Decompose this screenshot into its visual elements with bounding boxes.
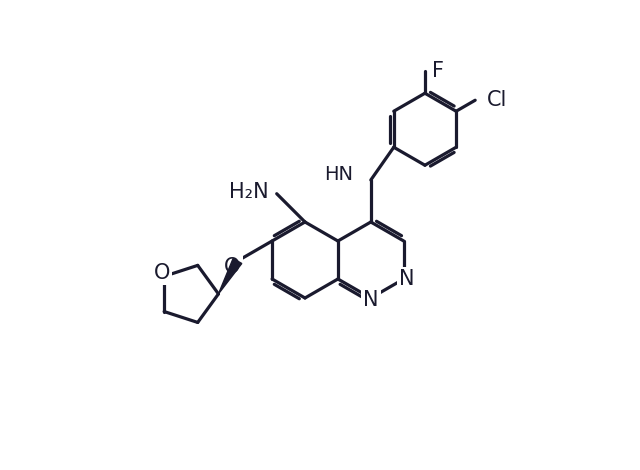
Text: F: F bbox=[432, 61, 444, 81]
Text: N: N bbox=[363, 290, 379, 310]
Text: O: O bbox=[224, 257, 241, 277]
Text: N: N bbox=[399, 269, 415, 289]
Text: Cl: Cl bbox=[487, 90, 508, 110]
Text: H₂N: H₂N bbox=[229, 182, 269, 202]
Text: O: O bbox=[154, 263, 170, 283]
Polygon shape bbox=[218, 258, 242, 294]
Text: HN: HN bbox=[324, 164, 353, 183]
